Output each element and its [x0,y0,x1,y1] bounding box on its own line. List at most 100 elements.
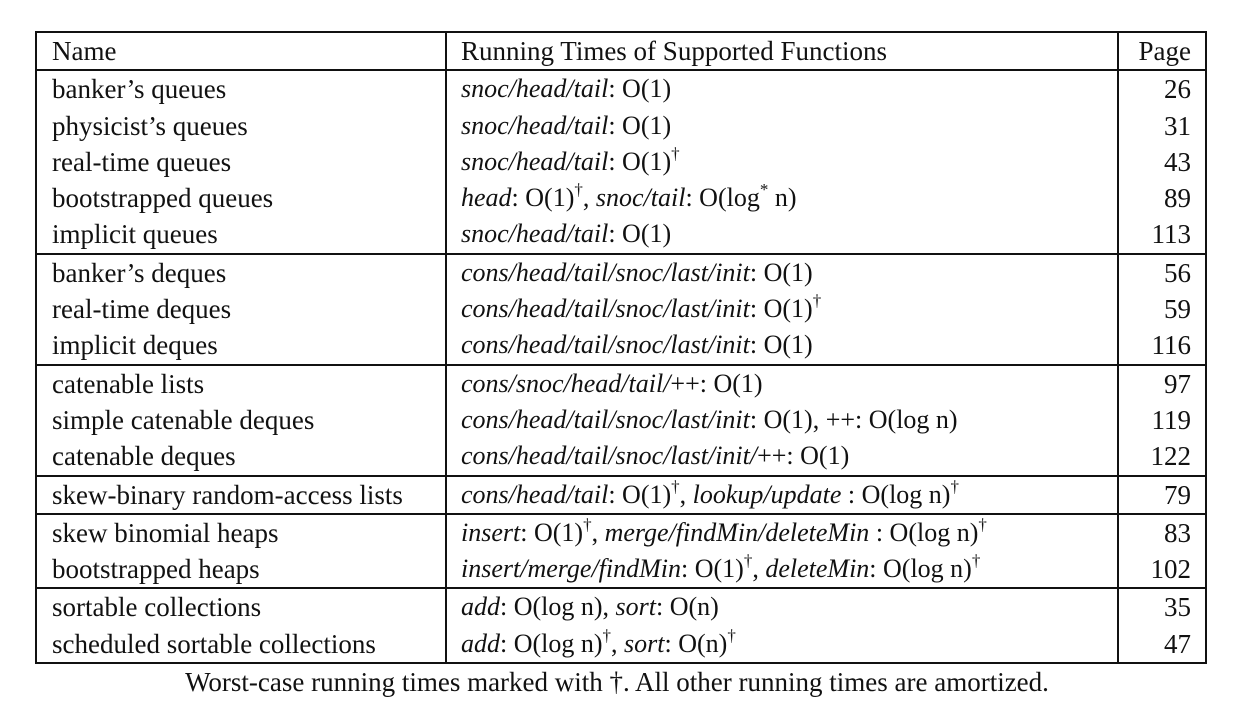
table-group: skew-binary random-access lists cons/head… [36,474,1206,514]
worst-case-marker: † [743,551,753,571]
page-number: 56 [1117,252,1206,292]
complexity: , [591,517,605,547]
function-names: snoc/head/tail [461,146,609,176]
table-row: bootstrapped queues head: O(1)†, snoc/tai… [36,180,1206,217]
page-number: 35 [1117,587,1206,626]
header-functions: Running Times of Supported Functions [445,32,1118,72]
function-names: cons/head/tail/snoc/last/init [461,294,750,324]
worst-case-marker: † [971,551,981,571]
complexity: : O(1), ++: O(log n) [749,404,958,434]
function-names: sort [615,592,657,622]
page-number: 43 [1117,143,1206,181]
function-names: insert/merge/findMin [461,554,682,584]
running-times: snoc/head/tail: O(1) [445,216,1118,254]
structure-name: banker’s deques [36,252,446,292]
page-number: 31 [1117,107,1206,144]
structure-name: implicit queues [52,219,218,250]
function-names: cons/head/tail/snoc/last/init/ [461,441,758,471]
function-names: lookup/update [692,479,842,509]
structure-name: skew binomial heaps [36,512,446,552]
structure-name: bootstrapped queues [52,183,274,214]
structure-name: real-time deques [52,294,232,325]
function-names: cons/head/tail/snoc/last/init [461,330,750,360]
table-row: simple catenable deques cons/head/tail/sn… [36,401,1206,439]
running-times: cons/head/tail: O(1)†, lookup/update : O… [445,474,1118,514]
complexity: : O(1) [608,479,672,509]
worst-case-marker: † [583,514,592,534]
complexity: , [582,183,596,213]
function-names: snoc/head/tail [461,74,609,104]
structure-name: scheduled sortable collections [52,628,376,659]
table-group: sortable collections add: O(log n), sort:… [36,587,1206,664]
table-group: banker’s queues snoc/head/tail: O(1) 26 phy… [36,70,1206,254]
running-times: insert/merge/findMin: O(1)†, deleteMin: … [445,551,1118,589]
table-row: banker’s queues snoc/head/tail: O(1) 26 [36,70,1206,108]
structure-name: implicit deques [52,330,218,361]
page-number: 97 [1117,363,1206,402]
worst-case-marker: † [812,291,822,311]
structure-name: skew-binary random-access lists [36,474,446,514]
complexity: n) [768,183,797,213]
table-row: physicist’s queues snoc/head/tail: O(1) 31 [36,107,1206,144]
table-row: bootstrapped heaps insert/merge/findMin: … [36,551,1206,589]
running-times: snoc/head/tail: O(1)† [445,143,1118,181]
structure-name: catenable deques [52,441,236,472]
complexity: : O(1) [608,110,672,140]
complexity: : O(n) [664,628,728,658]
complexity: ++: O(1) [670,368,763,398]
page-number: 119 [1117,401,1206,439]
worst-case-marker: † [978,514,987,534]
complexity: , [611,628,625,658]
function-names: snoc/tail [595,183,686,213]
page-number: 89 [1117,180,1206,217]
structure-name: sortable collections [36,587,446,626]
page-number: 83 [1117,512,1206,552]
running-times: cons/head/tail/snoc/last/init: O(1) [445,327,1118,365]
function-names: merge/findMin/deleteMin [604,517,870,547]
function-names: sort [624,628,665,658]
function-names: deleteMin [765,554,870,584]
running-times: cons/head/tail/snoc/last/init: O(1)† [445,291,1118,328]
function-names: insert [461,517,521,547]
table-row: real-time queues snoc/head/tail: O(1)† 43 [36,143,1206,181]
structure-name: physicist’s queues [52,110,248,141]
function-names: snoc/head/tail [461,219,609,249]
complexity: : O(1) [608,146,672,176]
complexity: , [752,554,766,584]
complexity: : O(1) [520,517,584,547]
running-times: cons/head/tail/snoc/last/init: O(1), ++:… [445,401,1118,439]
worst-case-marker: † [602,625,612,645]
running-times: add: O(log n), sort: O(n) [445,587,1118,626]
running-times: insert: O(1)†, merge/findMin/deleteMin :… [445,512,1118,552]
page-number: 59 [1117,291,1206,328]
header-name: Name [36,32,446,72]
page-number: 47 [1117,625,1206,664]
worst-case-marker: † [727,625,736,645]
table-row: skew binomial heaps insert: O(1)†, merge/… [36,512,1206,552]
table-row: banker’s deques cons/head/tail/snoc/last/… [36,252,1206,292]
complexity: : O(1) [749,294,813,324]
structure-name: simple catenable deques [52,404,315,435]
function-names: cons/head/tail/snoc/last/init [461,257,750,287]
complexity: : O(log n), [500,592,616,622]
page-number: 122 [1117,438,1206,476]
page-number: 26 [1117,70,1206,108]
worst-case-marker: † [950,476,959,496]
worst-case-marker: † [671,476,680,496]
running-times: snoc/head/tail: O(1) [445,107,1118,144]
table-row: implicit queues snoc/head/tail: O(1) 113 [36,216,1206,254]
complexity: : O(log [685,183,760,213]
running-times: cons/head/tail/snoc/last/init/++: O(1) [445,438,1118,476]
function-names: add [461,592,500,622]
complexity: : O(log n) [841,479,951,509]
function-names: cons/head/tail [461,479,609,509]
running-times: head: O(1)†, snoc/tail: O(log* n) [445,180,1118,217]
page-number: 116 [1117,327,1206,365]
function-names: head [461,183,512,213]
complexity: : O(1) [749,330,813,360]
running-times: snoc/head/tail: O(1) [445,70,1118,108]
header-page: Page [1117,32,1206,72]
complexity: : O(1) [511,183,575,213]
complexity: : O(1) [681,554,744,584]
header-row: Name Running Times of Supported Function… [36,32,1206,72]
